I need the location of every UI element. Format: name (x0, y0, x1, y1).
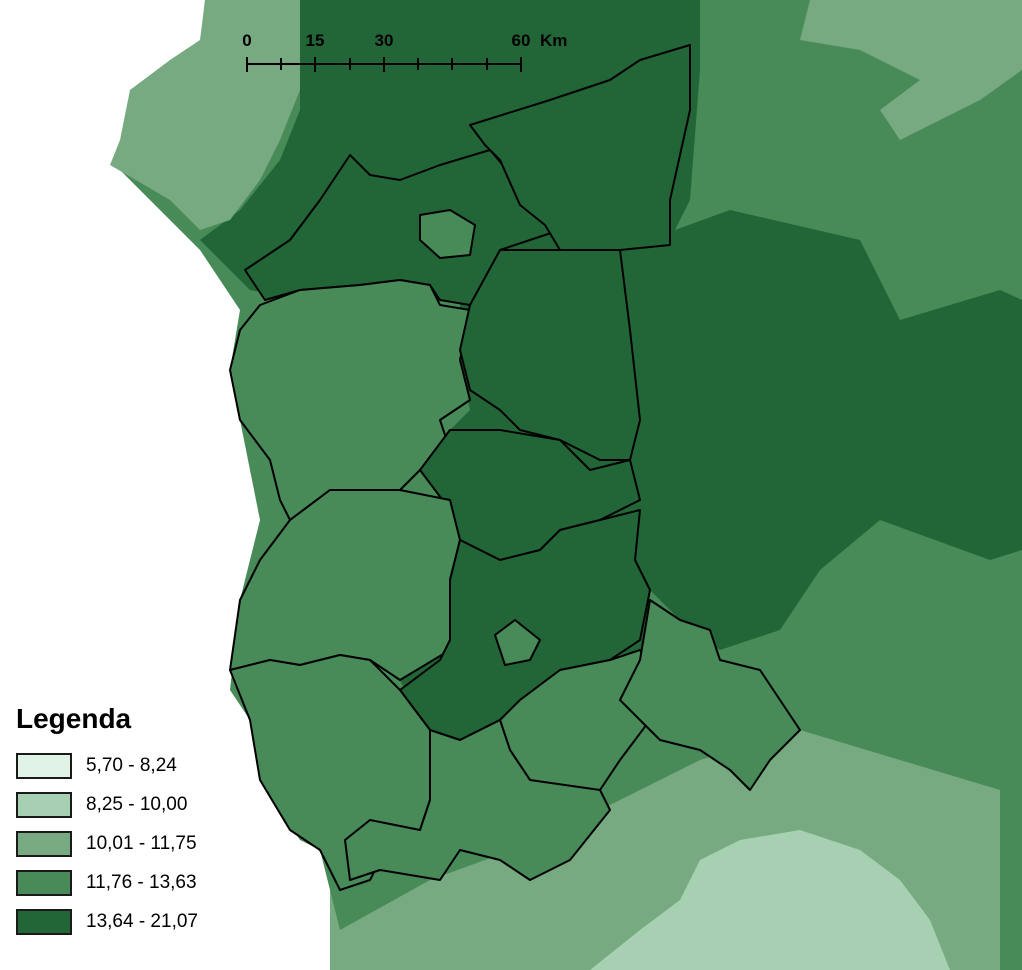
district-west-2 (229, 489, 461, 681)
district-inner-town-north (419, 209, 476, 259)
scale-bar (246, 57, 522, 72)
scale-unit: Km (540, 31, 567, 50)
district-inner-town-south (494, 619, 541, 666)
legend-item: 13,64 - 21,07 (16, 902, 276, 941)
district-polygons (229, 44, 801, 891)
legend-label: 8,25 - 10,00 (86, 793, 188, 815)
raster-zone-class-3 (800, 0, 1022, 140)
district-south (344, 719, 611, 881)
legend-label: 13,64 - 21,07 (86, 910, 198, 932)
raster-zone-class-2 (590, 830, 950, 970)
legend-swatch (16, 830, 72, 857)
raster-zone-class-3 (110, 0, 300, 230)
scale-label-60: 60 (512, 31, 531, 50)
legend-swatch (16, 791, 72, 818)
legend-label: 10,01 - 11,75 (86, 832, 197, 854)
raster-zone-class-5 (620, 210, 1022, 650)
legend-swatch (16, 752, 72, 779)
legend-item: 5,70 - 8,24 (16, 746, 276, 785)
legend-label: 11,76 - 13,63 (86, 871, 197, 893)
legend-item: 8,25 - 10,00 (16, 785, 276, 824)
scale-label-0: 0 (242, 31, 251, 50)
legend-label: 5,70 - 8,24 (86, 754, 177, 776)
scale-label-30: 30 (375, 31, 394, 50)
legend-title: Legenda (16, 703, 132, 734)
district-south-east (619, 599, 801, 791)
scale-label-15: 15 (306, 31, 325, 50)
legend-swatch (16, 908, 72, 935)
legend-swatch (16, 869, 72, 896)
legend-item: 11,76 - 13,63 (16, 863, 276, 902)
legend-item: 10,01 - 11,75 (16, 824, 276, 863)
legend: Legenda 5,70 - 8,24 8,25 - 10,00 10,01 -… (16, 704, 276, 941)
district-central-north (459, 249, 641, 461)
district-north-east (469, 44, 691, 251)
